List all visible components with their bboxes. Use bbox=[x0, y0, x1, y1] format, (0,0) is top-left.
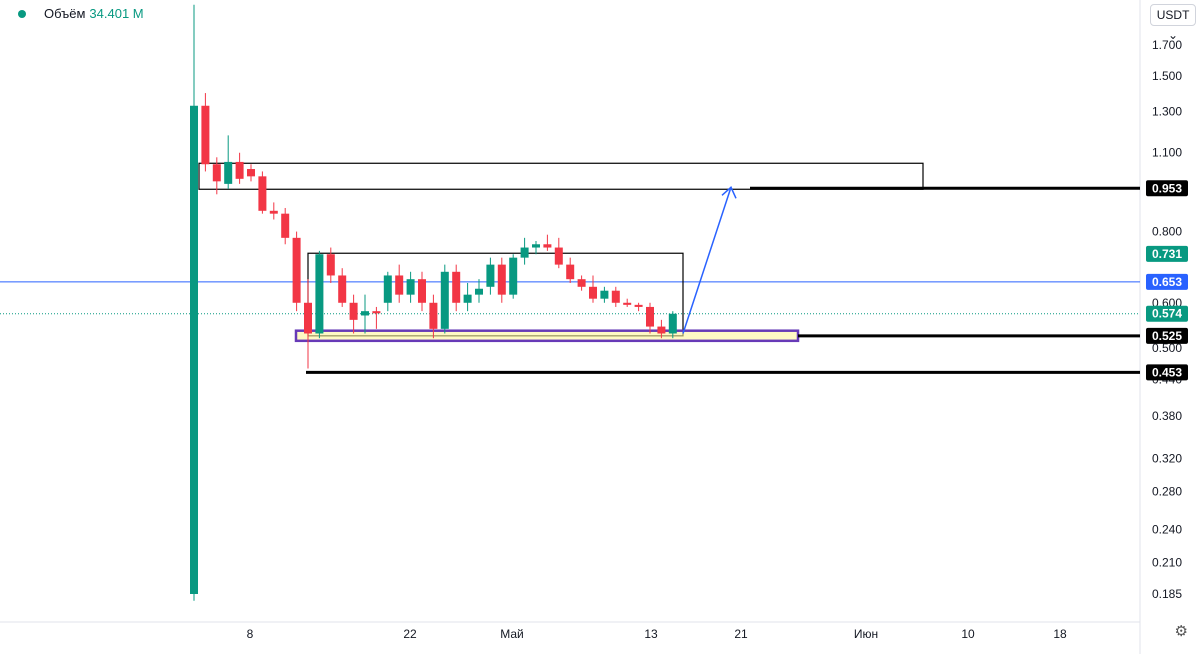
price-tag-label: 0.453 bbox=[1152, 365, 1182, 379]
upper-resistance-zone bbox=[198, 162, 924, 190]
price-tag-label: 0.653 bbox=[1152, 275, 1182, 289]
x-tick-label: 8 bbox=[247, 627, 254, 641]
candle-down bbox=[589, 286, 597, 299]
price-tag bbox=[1146, 245, 1188, 262]
candle-up bbox=[224, 161, 233, 184]
candle-up bbox=[440, 271, 449, 329]
price-tag-label: 0.731 bbox=[1152, 247, 1182, 261]
projection-arrow bbox=[682, 187, 732, 334]
candle-up bbox=[475, 288, 483, 295]
candle-down bbox=[657, 326, 666, 334]
candle-up bbox=[383, 275, 392, 303]
volume-dot-icon bbox=[18, 9, 26, 18]
currency-label: USDT bbox=[1156, 8, 1190, 22]
y-tick-label: 0.500 bbox=[1152, 341, 1182, 355]
candle-down bbox=[201, 105, 210, 165]
gear-icon[interactable]: ⚙ bbox=[1174, 623, 1188, 640]
y-tick-label: 1.700 bbox=[1152, 38, 1182, 52]
y-tick-label: 0.210 bbox=[1152, 556, 1182, 570]
support-zone bbox=[294, 329, 800, 343]
y-tick-label: 0.320 bbox=[1152, 451, 1182, 465]
candle-down bbox=[452, 271, 461, 303]
candle-down bbox=[338, 275, 347, 303]
volume-legend: Объём 34.401 M bbox=[18, 6, 144, 21]
x-tick-label: Май bbox=[500, 627, 524, 641]
candle-up bbox=[190, 105, 198, 594]
price-tag bbox=[1146, 180, 1188, 197]
y-tick-label: 0.280 bbox=[1152, 484, 1182, 498]
candle-up bbox=[668, 313, 677, 334]
candle-down bbox=[623, 302, 632, 305]
chevron-down-icon: ⌄ bbox=[1167, 28, 1179, 42]
candle-down bbox=[281, 213, 290, 238]
y-tick-label: 1.500 bbox=[1152, 69, 1182, 83]
candle-down bbox=[304, 302, 312, 334]
candle-down bbox=[566, 264, 575, 280]
candle-up bbox=[532, 244, 540, 248]
candle-down bbox=[429, 302, 438, 329]
candle-down bbox=[349, 302, 358, 320]
candle-down bbox=[247, 169, 255, 177]
candle-up bbox=[361, 311, 369, 316]
candle-down bbox=[611, 290, 620, 303]
y-tick-label: 1.300 bbox=[1152, 104, 1182, 118]
y-tick-label: 1.100 bbox=[1152, 146, 1182, 160]
price-tag bbox=[1146, 305, 1188, 322]
price-tag-label: 0.574 bbox=[1152, 307, 1182, 321]
candle-down bbox=[577, 279, 586, 287]
candle-down bbox=[292, 237, 301, 303]
candle-down bbox=[235, 161, 244, 179]
x-tick-label: 21 bbox=[734, 627, 748, 641]
candle-down bbox=[543, 244, 552, 248]
price-tag bbox=[1146, 273, 1188, 290]
candle-up bbox=[486, 264, 495, 287]
candle-down bbox=[634, 304, 643, 307]
y-tick-label: 0.800 bbox=[1152, 225, 1182, 239]
projection-arrow-head bbox=[721, 186, 737, 199]
candle-down bbox=[554, 247, 563, 265]
x-tick-label: 18 bbox=[1053, 627, 1067, 641]
candle-up bbox=[600, 290, 609, 299]
candle-down bbox=[395, 275, 404, 295]
candle-down bbox=[258, 176, 267, 211]
candle-up bbox=[406, 279, 415, 295]
candle-down bbox=[269, 210, 278, 214]
y-tick-label: 0.380 bbox=[1152, 409, 1182, 423]
candle-up bbox=[315, 254, 324, 334]
price-tag-label: 0.525 bbox=[1152, 329, 1182, 343]
y-tick-label: 0.185 bbox=[1152, 587, 1182, 601]
currency-selector[interactable]: USDT ⌄ bbox=[1150, 4, 1196, 42]
candle-up bbox=[509, 257, 518, 295]
price-tag bbox=[1146, 327, 1188, 344]
x-tick-label: Июн bbox=[854, 627, 878, 641]
candle-up bbox=[463, 294, 472, 303]
candle-down bbox=[497, 264, 506, 295]
volume-value: 34.401 M bbox=[89, 6, 144, 21]
y-tick-label: 0.240 bbox=[1152, 523, 1182, 537]
candle-down bbox=[372, 311, 381, 314]
price-tag bbox=[1146, 364, 1188, 381]
candle-down bbox=[326, 254, 335, 276]
x-tick-label: 13 bbox=[644, 627, 658, 641]
candle-up bbox=[520, 247, 529, 258]
candle-down bbox=[646, 306, 654, 327]
range-box bbox=[307, 252, 684, 337]
x-tick-label: 22 bbox=[403, 627, 417, 641]
candle-down bbox=[212, 164, 221, 182]
x-tick-label: 10 bbox=[961, 627, 975, 641]
volume-label: Объём bbox=[44, 6, 86, 21]
candle-down bbox=[418, 279, 426, 303]
price-tag-label: 0.953 bbox=[1152, 181, 1182, 195]
